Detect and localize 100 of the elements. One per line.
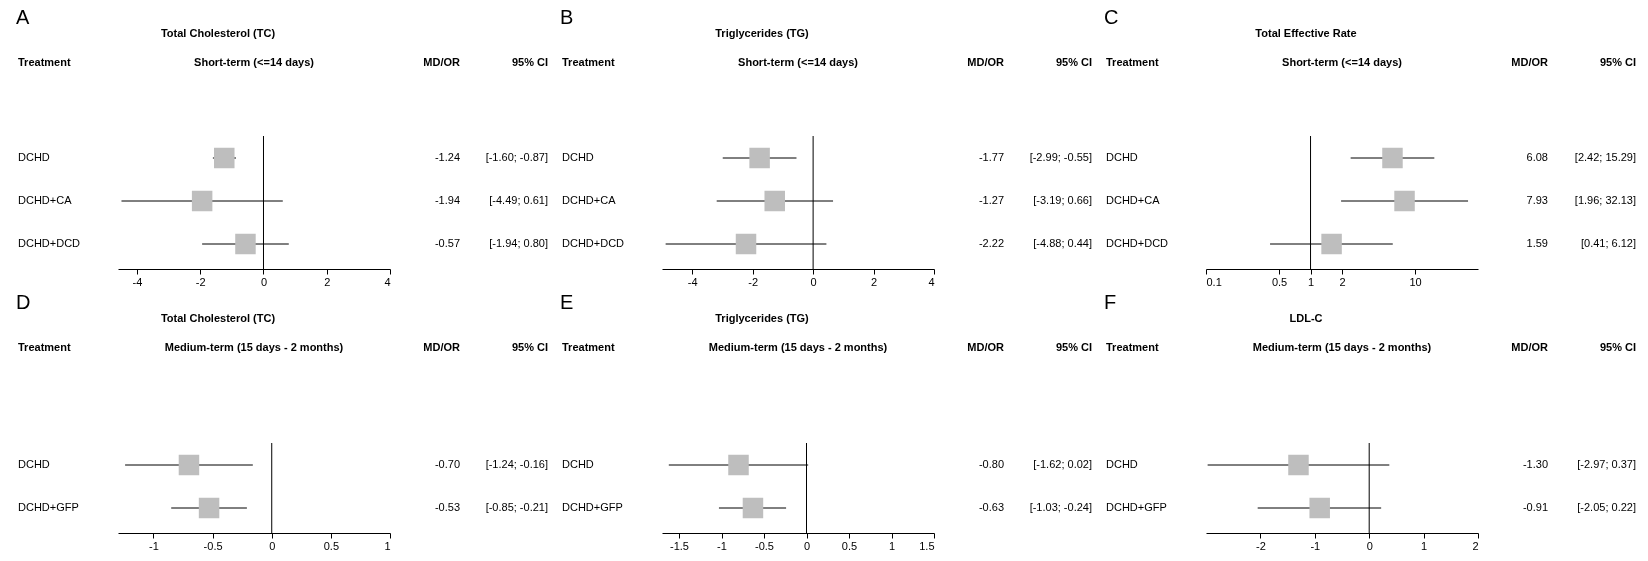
text: [1.96; 32.13] bbox=[1574, 194, 1636, 206]
data-label: 1.59 bbox=[1526, 237, 1548, 249]
text: MD/OR bbox=[423, 341, 461, 353]
text: [2.42; 15.29] bbox=[1574, 151, 1636, 163]
data-label: -0.63 bbox=[978, 501, 1004, 513]
text: 95% CI bbox=[1599, 341, 1636, 353]
text: 95% CI bbox=[511, 341, 548, 353]
x-tick-label: 1.5 bbox=[919, 539, 935, 552]
y-tick-label: DCHD+GFP bbox=[18, 501, 79, 513]
x-tick-label: 4 bbox=[928, 275, 935, 288]
x-tick-label: 0 bbox=[260, 275, 268, 288]
x-tick-label: 0 bbox=[803, 539, 811, 552]
text: 95% CI bbox=[511, 56, 548, 68]
x-tick-label: 0 bbox=[810, 275, 817, 288]
text: [-1.60; -0.87] bbox=[485, 151, 548, 163]
text: F bbox=[1104, 291, 1117, 313]
data-label: -0.57 bbox=[434, 237, 460, 249]
data-label: -1.77 bbox=[978, 151, 1004, 163]
x-tick-label: 2 bbox=[1339, 275, 1346, 288]
text: MD/OR bbox=[967, 341, 1005, 353]
text: MD/OR bbox=[967, 56, 1005, 68]
data-label: -1.94 bbox=[434, 194, 460, 206]
text: 95% CI bbox=[1055, 56, 1092, 68]
x-tick-label: 0 bbox=[1366, 539, 1373, 552]
text: D bbox=[16, 291, 31, 313]
y-axis-title: Treatment bbox=[562, 341, 615, 353]
text: [-2.99; -0.55] bbox=[1029, 151, 1092, 163]
x-tick-label: -2 bbox=[748, 275, 759, 288]
chart-title: Triglycerides (TG) bbox=[715, 312, 810, 324]
y-tick-label: DCHD bbox=[1106, 151, 1138, 163]
x-tick-label: -2 bbox=[195, 275, 206, 288]
text: C bbox=[1104, 6, 1119, 28]
y-tick-label: DCHD+CA bbox=[18, 194, 73, 206]
chart-title: Total Cholesterol (TC) bbox=[160, 312, 276, 324]
x-tick-label: 0.5 bbox=[323, 539, 340, 552]
y-tick-label: DCHD bbox=[18, 151, 50, 163]
data-label: -2.22 bbox=[978, 237, 1004, 249]
y-tick-label: DCHD bbox=[562, 151, 594, 163]
chart-subtitle: Medium-term (15 days - 2 months) bbox=[164, 341, 344, 353]
text: [-3.19; 0.66] bbox=[1033, 194, 1092, 206]
x-tick-label: -2 bbox=[1256, 539, 1266, 552]
x-tick-label: 0.5 bbox=[841, 539, 858, 552]
chart-title: Total Cholesterol (TC) bbox=[160, 27, 276, 39]
y-tick-label: DCHD bbox=[18, 458, 50, 470]
text: [-2.97; 0.37] bbox=[1577, 458, 1636, 470]
text: 95% CI bbox=[1055, 341, 1092, 353]
y-tick-label: DCHD+GFP bbox=[562, 501, 623, 513]
text: [-2.05; 0.22] bbox=[1577, 501, 1636, 513]
data-label: 7.93 bbox=[1526, 194, 1548, 206]
text: A bbox=[16, 6, 30, 28]
y-axis-title: Treatment bbox=[18, 56, 71, 68]
x-tick-label: -0.5 bbox=[755, 539, 774, 552]
y-tick-label: DCHD+DCD bbox=[562, 237, 625, 249]
y-tick-label: DCHD bbox=[1106, 458, 1138, 470]
data-label: -1.27 bbox=[978, 194, 1004, 206]
y-tick-label: DCHD+DCD bbox=[1106, 237, 1169, 249]
data-label: -0.91 bbox=[1522, 501, 1548, 513]
text: [0.41; 6.12] bbox=[1580, 237, 1636, 249]
text: MD/OR bbox=[423, 56, 461, 68]
y-tick-label: DCHD+DCD bbox=[18, 237, 81, 249]
x-tick-label: 4 bbox=[384, 275, 391, 288]
chart-title: Triglycerides (TG) bbox=[715, 27, 810, 39]
x-tick-label: 1 bbox=[888, 539, 896, 552]
data-label: -1.24 bbox=[434, 151, 460, 163]
text: 95% CI bbox=[1599, 56, 1636, 68]
x-tick-label: -1 bbox=[717, 539, 727, 552]
text: MD/OR bbox=[1511, 341, 1549, 353]
x-tick-label: -4 bbox=[132, 275, 143, 288]
chart-title: LDL-C bbox=[1289, 312, 1323, 324]
text: [-1.94; 0.80] bbox=[489, 237, 548, 249]
x-tick-label: 2 bbox=[1472, 539, 1479, 552]
chart-subtitle: Short-term (<=14 days) bbox=[738, 56, 859, 68]
data-label: -0.70 bbox=[434, 458, 460, 470]
y-tick-label: DCHD bbox=[562, 458, 594, 470]
text: [-4.49; 0.61] bbox=[489, 194, 548, 206]
x-tick-label: -4 bbox=[687, 275, 698, 288]
text: MD/OR bbox=[1511, 56, 1549, 68]
text: [-4.88; 0.44] bbox=[1033, 237, 1092, 249]
text: E bbox=[560, 291, 574, 313]
y-tick-label: DCHD+CA bbox=[1106, 194, 1161, 206]
text: [-1.24; -0.16] bbox=[485, 458, 548, 470]
data-label: -0.80 bbox=[978, 458, 1004, 470]
y-tick-label: DCHD+CA bbox=[562, 194, 617, 206]
x-tick-label: 0.1 bbox=[1206, 275, 1222, 288]
chart-subtitle: Short-term (<=14 days) bbox=[194, 56, 315, 68]
x-tick-label: -1 bbox=[149, 539, 159, 552]
y-axis-title: Treatment bbox=[1106, 341, 1159, 353]
data-label: -1.30 bbox=[1522, 458, 1548, 470]
x-tick-label: 1 bbox=[1307, 275, 1315, 288]
x-tick-label: -1.5 bbox=[670, 539, 689, 552]
x-tick-label: 10 bbox=[1409, 275, 1422, 288]
x-tick-label: 1 bbox=[1421, 539, 1428, 552]
text: [-1.62; 0.02] bbox=[1033, 458, 1092, 470]
x-tick-label: 0 bbox=[269, 539, 276, 552]
x-tick-label: 2 bbox=[324, 275, 331, 288]
text: [-0.85; -0.21] bbox=[485, 501, 548, 513]
text: B bbox=[560, 6, 574, 28]
x-tick-label: 2 bbox=[870, 275, 878, 288]
y-axis-title: Treatment bbox=[562, 56, 615, 68]
text: [-1.03; -0.24] bbox=[1029, 501, 1092, 513]
